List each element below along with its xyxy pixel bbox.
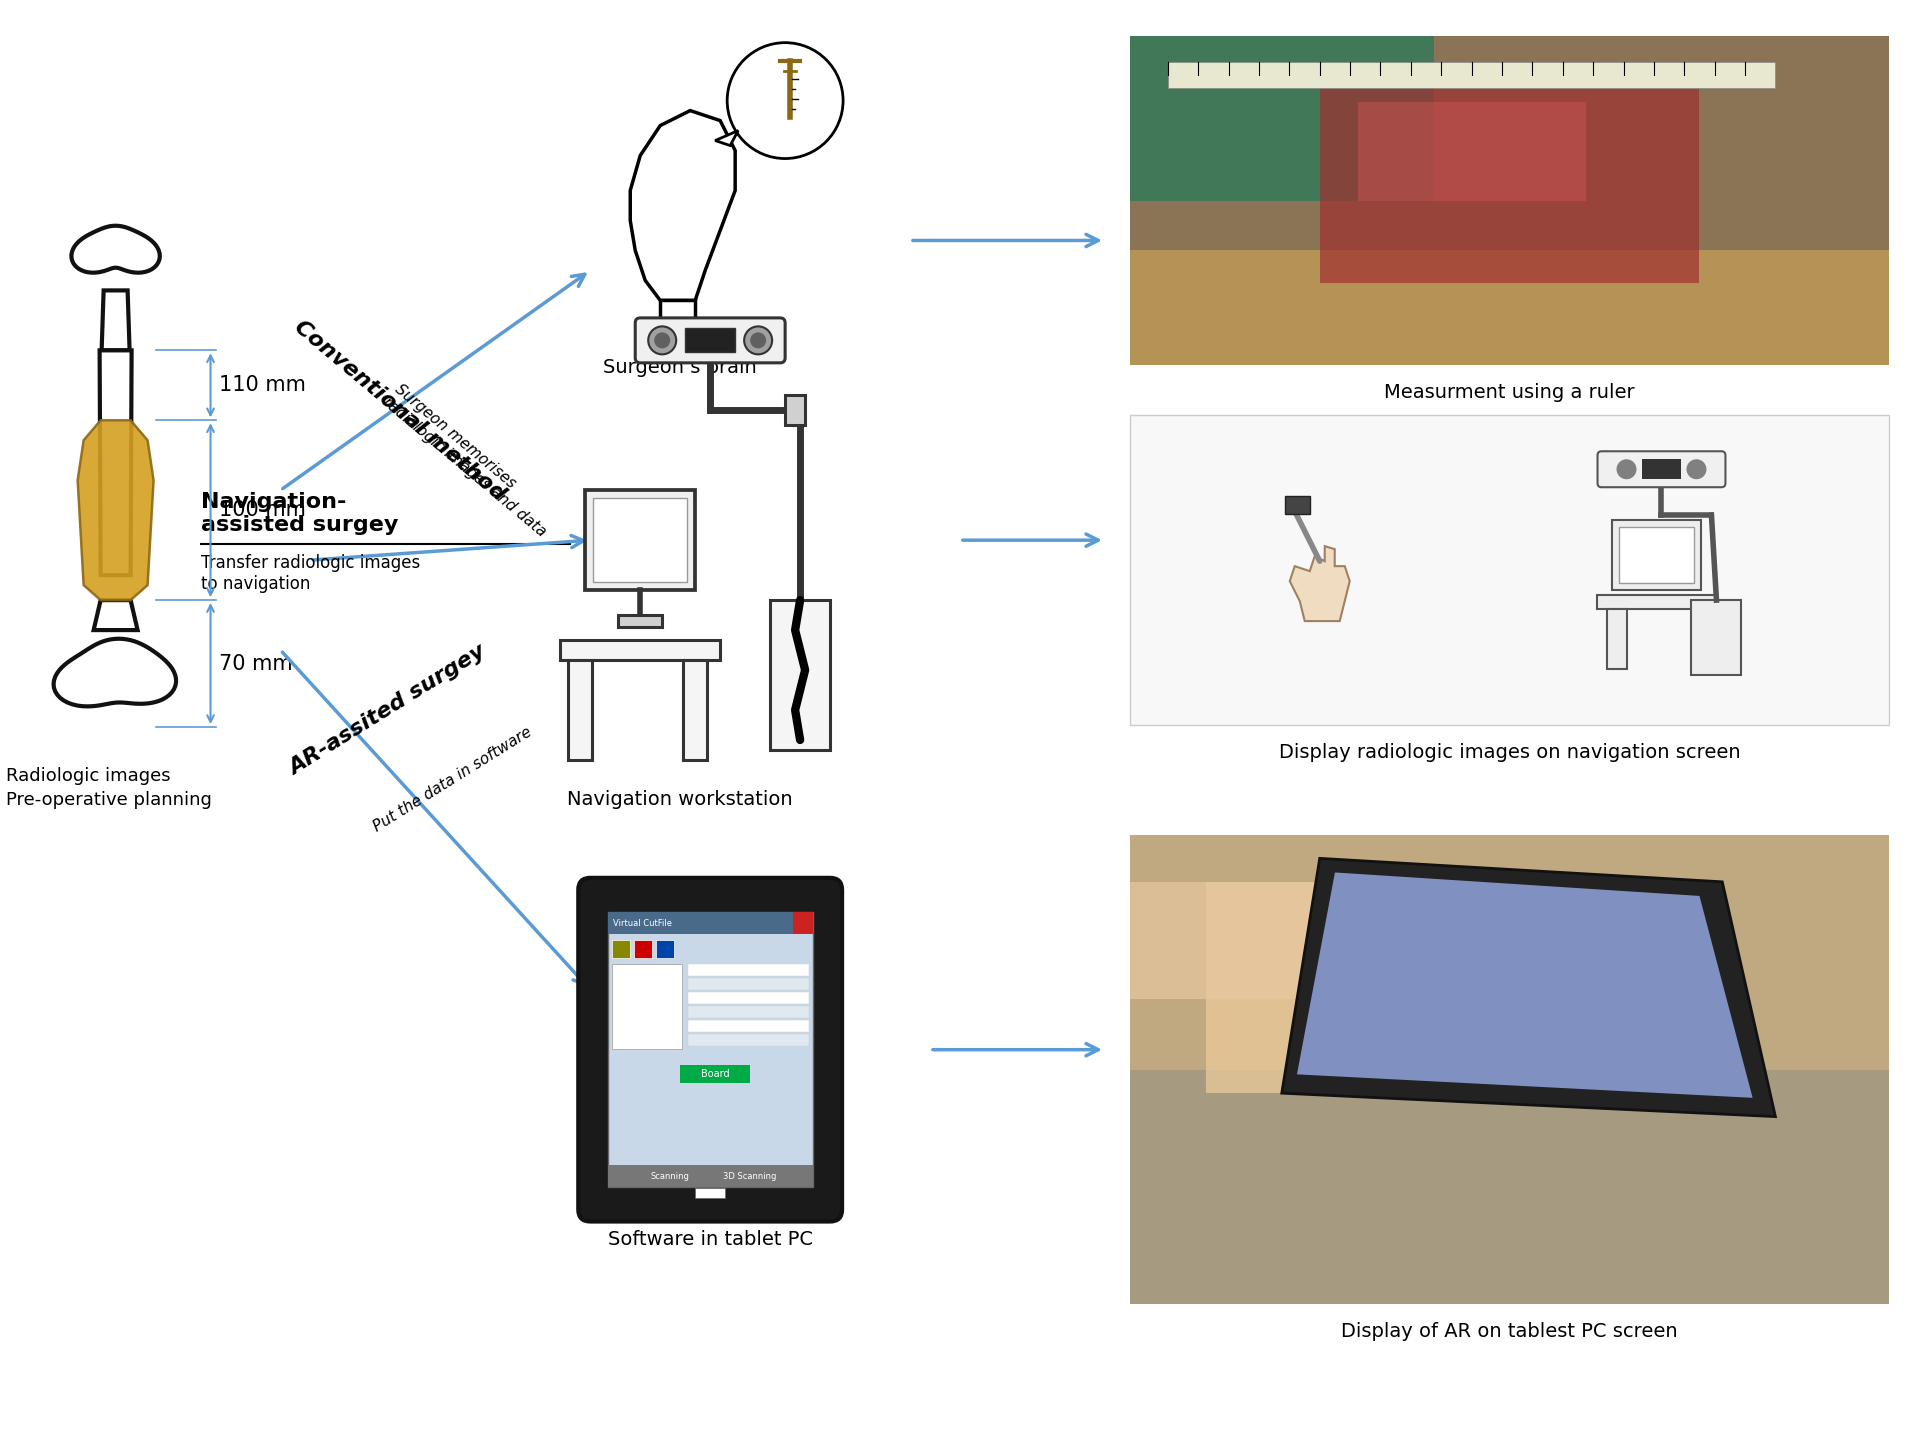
Circle shape: [727, 43, 842, 158]
Bar: [608, 913, 813, 934]
Polygon shape: [1290, 547, 1350, 621]
FancyBboxPatch shape: [579, 878, 842, 1221]
Text: Measurment using a ruler: Measurment using a ruler: [1385, 383, 1635, 402]
Text: Surgeon’s brain: Surgeon’s brain: [604, 359, 758, 377]
Bar: [1131, 36, 1435, 201]
Text: 3D Scanning: 3D Scanning: [723, 1171, 777, 1181]
Bar: [688, 1020, 808, 1032]
Polygon shape: [71, 225, 160, 273]
Bar: [612, 940, 629, 959]
Text: Transfer radiologic images
to navigation: Transfer radiologic images to navigation: [200, 554, 419, 593]
Bar: [1131, 835, 1888, 1304]
Text: Display of AR on tablest PC screen: Display of AR on tablest PC screen: [1340, 1323, 1679, 1342]
Bar: [1206, 883, 1661, 1093]
Polygon shape: [715, 131, 738, 145]
Bar: [1696, 608, 1717, 669]
Text: 110 mm: 110 mm: [219, 376, 306, 395]
Bar: [1611, 521, 1702, 590]
Text: Virtual CutFile: Virtual CutFile: [613, 918, 671, 928]
Bar: [1131, 36, 1888, 366]
FancyBboxPatch shape: [1598, 451, 1725, 488]
Bar: [688, 964, 808, 976]
Bar: [688, 1035, 808, 1046]
Circle shape: [750, 333, 765, 349]
Bar: [1285, 497, 1310, 514]
Bar: [1131, 883, 1358, 999]
Polygon shape: [77, 420, 154, 600]
Text: AR-assited surgey: AR-assited surgey: [285, 641, 488, 779]
Circle shape: [744, 326, 773, 354]
Circle shape: [1686, 459, 1706, 479]
Polygon shape: [1283, 858, 1775, 1116]
FancyBboxPatch shape: [635, 319, 785, 363]
Bar: [696, 1188, 725, 1198]
Bar: [608, 913, 813, 1187]
Bar: [569, 660, 592, 761]
Bar: [585, 491, 696, 590]
Bar: [688, 992, 808, 1004]
Bar: [1619, 527, 1694, 583]
Bar: [1167, 62, 1775, 89]
Bar: [792, 913, 813, 934]
Bar: [1692, 600, 1742, 674]
Polygon shape: [94, 600, 138, 630]
Bar: [635, 940, 652, 959]
Text: 70 mm: 70 mm: [219, 653, 292, 673]
Bar: [688, 979, 808, 990]
Text: 100 mm: 100 mm: [219, 501, 306, 521]
Polygon shape: [100, 350, 131, 575]
Bar: [656, 940, 673, 959]
Bar: [1642, 459, 1681, 479]
Polygon shape: [631, 110, 735, 300]
Circle shape: [1617, 459, 1636, 479]
Text: Software in tablet PC: Software in tablet PC: [608, 1230, 813, 1248]
Bar: [608, 1165, 813, 1187]
Bar: [1131, 250, 1888, 366]
Bar: [688, 1006, 808, 1019]
Circle shape: [654, 333, 671, 349]
Text: Surgeon memorises
radiologic images and data: Surgeon memorises radiologic images and …: [381, 382, 560, 540]
Polygon shape: [660, 300, 696, 330]
Bar: [612, 964, 681, 1049]
Bar: [1596, 596, 1717, 608]
Polygon shape: [102, 290, 129, 350]
Bar: [1319, 85, 1700, 283]
Polygon shape: [1296, 872, 1752, 1098]
Text: Board: Board: [700, 1069, 729, 1079]
Polygon shape: [54, 639, 177, 706]
Text: Navigation workstation: Navigation workstation: [567, 789, 792, 809]
Bar: [785, 395, 806, 425]
Circle shape: [648, 326, 677, 354]
Bar: [683, 660, 708, 761]
Text: Put the data in software: Put the data in software: [371, 725, 535, 835]
Bar: [1131, 415, 1888, 725]
Text: Display radiologic images on navigation screen: Display radiologic images on navigation …: [1279, 743, 1740, 762]
Text: Radiologic images
Pre-operative planning: Radiologic images Pre-operative planning: [6, 766, 212, 808]
Bar: [560, 640, 721, 660]
Bar: [769, 600, 831, 751]
Bar: [1606, 608, 1627, 669]
Bar: [619, 616, 662, 627]
Bar: [685, 329, 735, 353]
Text: Navigation-
assisted surgey: Navigation- assisted surgey: [200, 492, 398, 535]
Bar: [594, 498, 687, 583]
Bar: [1358, 102, 1586, 201]
Bar: [681, 1065, 750, 1082]
Bar: [1131, 1069, 1888, 1304]
Text: Conventional method: Conventional method: [290, 316, 510, 504]
Text: Scanning: Scanning: [650, 1171, 690, 1181]
